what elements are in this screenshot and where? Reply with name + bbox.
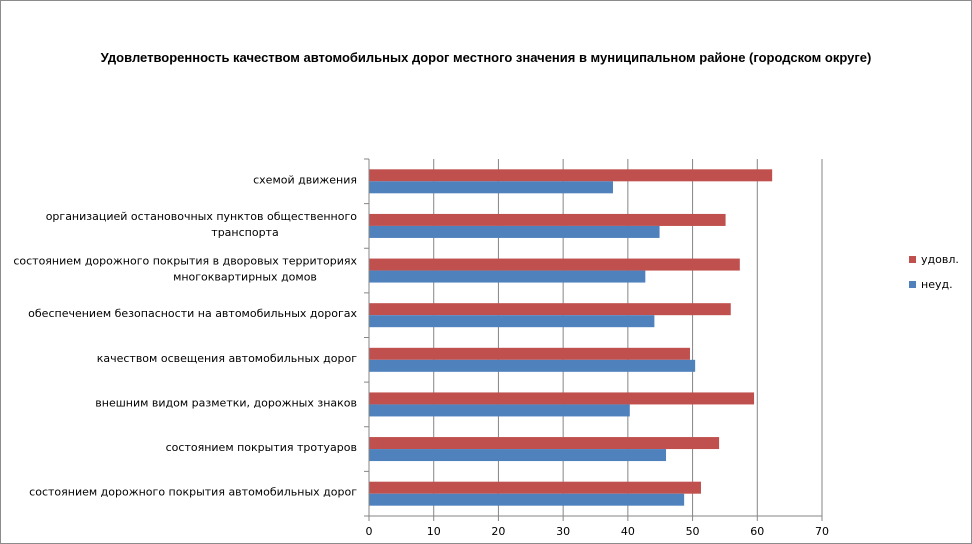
category-label: схемой движения: [253, 173, 357, 186]
legend-swatch: [909, 256, 916, 263]
x-tick-label: 30: [556, 525, 570, 538]
legend-label: неуд.: [921, 278, 953, 291]
bars: [369, 169, 773, 506]
bar-udovl: [369, 303, 731, 316]
category-label: многоквартирных домов: [173, 271, 317, 284]
category-label: внешним видом разметки, дорожных знаков: [95, 396, 357, 409]
bar-udovl: [369, 169, 773, 182]
legend-label: удовл.: [921, 253, 959, 266]
axes: [364, 158, 823, 521]
x-tick-label: 70: [815, 525, 829, 538]
x-tick-label: 0: [366, 525, 373, 538]
category-label: состоянием покрытия тротуаров: [166, 441, 357, 454]
chart-title: Удовлетворенность качеством автомобильны…: [100, 50, 872, 65]
category-label: качеством освещения автомобильных дорог: [97, 352, 357, 365]
x-tick-label: 20: [491, 525, 505, 538]
legend: удовл. неуд.: [909, 253, 959, 291]
bar-udovl: [369, 437, 720, 450]
category-label: организацией остановочных пунктов общест…: [46, 210, 358, 223]
x-tick-label: 40: [621, 525, 635, 538]
bar-udovl: [369, 481, 701, 494]
x-tick-label: 10: [427, 525, 441, 538]
category-label: состоянием дорожного покрытия в дворовых…: [13, 255, 357, 268]
x-tick-label: 60: [750, 525, 764, 538]
bar-neud: [369, 315, 655, 328]
category-label: транспорта: [211, 226, 278, 239]
bar-neud: [369, 359, 696, 372]
bar-udovl: [369, 392, 755, 405]
bar-neud: [369, 493, 685, 506]
gridlines: [433, 159, 823, 516]
bar-udovl: [369, 347, 690, 360]
bar-udovl: [369, 258, 740, 271]
x-tick-label: 50: [686, 525, 700, 538]
category-label: обеспечением безопасности на автомобильн…: [28, 307, 357, 320]
x-tick-labels: 0 10 20 30 40 50 60 70: [366, 525, 830, 538]
category-labels: схемой движения организацией остановочных…: [13, 173, 357, 498]
bar-neud: [369, 270, 646, 283]
category-label: состоянием дорожного покрытия автомобиль…: [29, 486, 357, 499]
bar-neud: [369, 225, 660, 238]
bar-neud: [369, 181, 613, 194]
bar-udovl: [369, 213, 726, 226]
bar-neud: [369, 404, 630, 417]
legend-swatch: [909, 281, 916, 288]
bar-neud: [369, 449, 667, 462]
